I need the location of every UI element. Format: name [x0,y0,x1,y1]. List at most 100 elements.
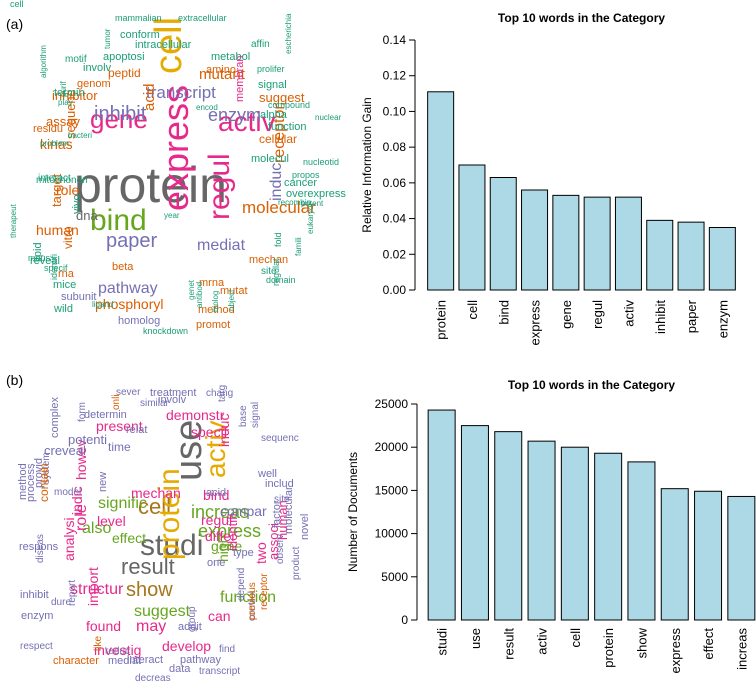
cloud-word: gene [211,538,243,554]
cloud-word: report [67,579,78,606]
cloud-word: cellular [259,132,298,146]
cloud-word: inhibitor [52,88,98,103]
y-tick-label: 5000 [381,570,408,584]
cloud-word: residu [33,123,63,135]
cloud-word: extracellular [178,13,227,23]
y-tick-label: 0.10 [383,104,407,118]
cloud-word: type [233,547,254,559]
chart-title: Top 10 words in the Category [508,378,675,392]
cloud-word: tumor [103,28,112,49]
x-tick-label: express [668,628,683,674]
cloud-word: site [274,494,290,505]
cloud-word: well [258,468,277,480]
cloud-word: vivo [71,194,83,214]
cloud-word: algorithm [39,45,48,78]
y-axis-label: Number of Documents [346,452,360,572]
cloud-word: data [169,663,191,675]
cloud-word: termin [54,87,85,99]
cloud-word: therapeut [10,204,18,238]
cloud-word: purif [59,81,68,97]
cloud-word: receptor [259,573,270,610]
x-tick-label: regul [590,300,605,329]
cloud-word: depend [236,567,247,601]
cloud-word: bind [90,204,147,237]
cloud-word: target [217,385,228,402]
cloud-word: method [198,304,235,316]
cloud-word: can [208,608,231,624]
cloud-word: gene [90,104,148,134]
cloud-word: level [97,513,126,529]
cloud-word: molecular [283,486,295,534]
cloud-word: pathway [180,654,221,666]
cloud-word: identifi [49,253,59,280]
cloud-word: problem [40,139,69,148]
cloud-word: demonstr [166,407,225,423]
cloud-word: paper [106,230,158,252]
cloud-word: encod [196,103,218,112]
cloud-word: famili [294,237,303,256]
cloud-word: subunit [61,291,97,303]
bar-use [460,425,489,621]
cloud-word: ligand [92,300,114,309]
x-tick-label: studi [435,628,450,656]
cloud-word: mediat [108,655,142,667]
cloud-word: rna [58,268,74,280]
cloud-word: new [97,471,109,492]
cloud-word: involv [158,394,187,406]
cloud-word: propos [292,170,320,180]
cloud-word: novel [299,513,311,540]
cloud-word: onli [111,394,122,410]
x-tick-label: increas [734,628,749,670]
bar-activ [614,196,642,291]
cloud-word: bacteri [68,131,93,140]
cloud-word: show [126,579,173,601]
cloud-word: signal [258,79,287,91]
bar-regul [583,196,611,291]
cloud-word: may [136,618,167,635]
x-tick-label: gene [559,300,574,329]
cloud-word: function [220,589,277,606]
bar-express [660,488,689,621]
cloud-word: identifi [225,513,240,551]
x-tick-label: cell [465,300,480,320]
cloud-word: sequenc [261,433,299,444]
cloud-word: one [207,557,226,569]
bar-chart-a: Top 10 words in the Category Relative Inf… [360,11,736,346]
cloud-word: antibod [195,281,204,308]
cloud-word: reduc [105,646,131,657]
cloud-word: year [164,211,180,220]
cloud-word: express [198,521,262,541]
cloud-word: diseas [35,534,46,563]
bar-enzym [708,227,736,291]
panel-label-a: (a) [6,16,24,32]
cloud-word: like [93,635,104,651]
cloud-word: motif [65,54,87,65]
cloud-word: amino [206,64,236,76]
cloud-word: wild [54,303,73,315]
bar-paper [677,221,705,291]
cloud-word: cell [10,0,24,9]
cloud-word: dna [76,208,98,223]
cloud-word: mediat [197,237,246,254]
bar-protein [594,452,623,621]
bar-chart-b: Top 10 words in the Category Number of Do… [346,378,756,674]
cloud-word: import [85,567,101,606]
x-tick-label: show [634,627,649,658]
bar-studi [427,409,456,621]
cloud-word: molecul [251,153,289,165]
cloud-word: induc [268,162,285,201]
cloud-word: cancer [284,177,318,189]
cloud-word: express [155,84,196,211]
cloud-word: potent [301,199,324,208]
cloud-word: nucleotid [303,157,340,167]
bar-effect [694,490,723,621]
cloud-word: genom [77,78,111,90]
x-tick-label: effect [701,628,716,660]
cloud-word: role [56,182,80,198]
cloud-word: enzym [208,105,262,125]
panel-label-b: (b) [6,372,24,388]
cloud-word: similar [140,398,169,409]
cloud-word: creveal [44,443,86,458]
cloud-word: effect [112,530,146,546]
chart-title: Top 10 words in the Category [498,11,665,25]
